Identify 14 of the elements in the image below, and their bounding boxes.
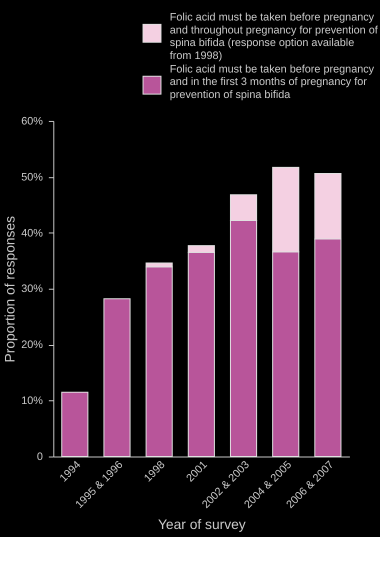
y-tick-label: 40% xyxy=(21,227,44,240)
bar xyxy=(103,298,131,458)
y-tick-label: 50% xyxy=(21,171,44,184)
bar xyxy=(146,266,173,458)
y-tick-label: 60% xyxy=(21,115,44,128)
y-tick-label: 20% xyxy=(21,339,44,352)
y-tick-label: 10% xyxy=(21,395,44,408)
legend-label: Folic acid must be taken before pregnancy and in the first 3 months of pregnancy for prevention of spina bifida xyxy=(170,63,375,101)
y-tick-label: 30% xyxy=(21,283,44,296)
y-axis-title: Proportion of responses xyxy=(1,216,18,362)
x-axis-title: Year of survey xyxy=(158,516,246,532)
legend-label: Folic acid must be taken before pregnancy and throughout pregnancy for prevention of spina bifida (response option available from 1998) xyxy=(170,12,379,62)
bar xyxy=(61,392,88,458)
y-tick-label: 0 xyxy=(36,450,43,463)
